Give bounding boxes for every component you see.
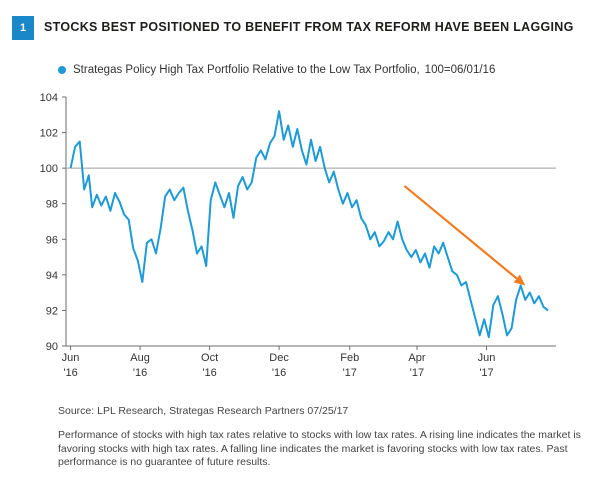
x-tick-label: '16 <box>133 367 147 379</box>
y-tick-label: 90 <box>46 341 58 353</box>
chart-title: STOCKS BEST POSITIONED TO BENEFIT FROM T… <box>44 20 574 34</box>
y-tick-label: 100 <box>40 163 58 175</box>
x-tick-label: Dec <box>269 352 289 364</box>
x-tick-label: '17 <box>343 367 357 379</box>
source-note: Source: LPL Research, Strategas Research… <box>58 405 349 417</box>
series-line <box>69 110 549 339</box>
y-tick-label: 96 <box>46 234 58 246</box>
y-tick-label: 104 <box>40 92 58 104</box>
y-tick-label: 94 <box>46 270 58 282</box>
x-tick-label: Oct <box>201 352 218 364</box>
figure-number-badge: 1 <box>12 16 34 40</box>
x-tick-label: '16 <box>63 367 77 379</box>
x-tick-label: '16 <box>202 367 216 379</box>
legend: Strategas Policy High Tax Portfolio Rela… <box>58 64 495 76</box>
y-tick-label: 92 <box>46 305 58 317</box>
trend-arrow-head <box>513 274 526 286</box>
x-tick-label: Apr <box>408 352 425 364</box>
y-tick-label: 102 <box>40 128 58 140</box>
x-tick-label: Jun <box>478 352 496 364</box>
x-tick-label: '16 <box>272 367 286 379</box>
footnote: Performance of stocks with high tax rate… <box>58 429 581 468</box>
legend-series-label: Strategas Policy High Tax Portfolio Rela… <box>73 64 420 76</box>
x-tick-label: Feb <box>340 352 359 364</box>
x-tick-label: Jun <box>62 352 80 364</box>
x-tick-label: '17 <box>410 367 424 379</box>
legend-base-note: 100=06/01/16 <box>424 64 496 76</box>
x-tick-label: Aug <box>130 352 150 364</box>
legend-marker <box>58 66 66 74</box>
x-tick-label: '17 <box>479 367 493 379</box>
y-tick-label: 98 <box>46 199 58 211</box>
trend-arrow-line <box>403 185 518 280</box>
